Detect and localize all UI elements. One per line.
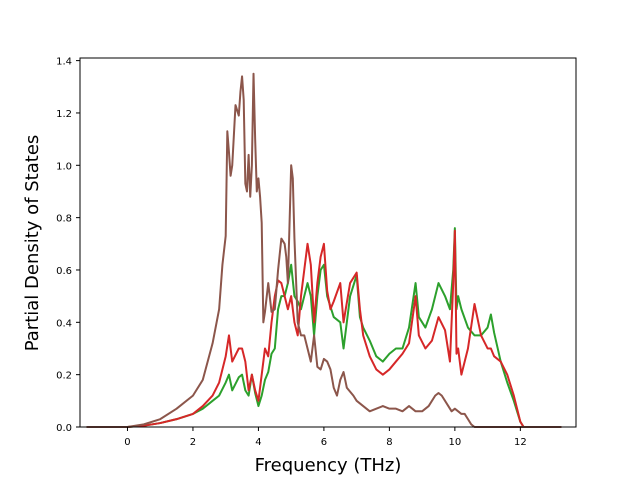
y-tick-label: 0.2	[56, 371, 72, 382]
x-tick-label: 10	[448, 437, 461, 448]
x-tick-label: 0	[124, 437, 130, 448]
x-axis-label: Frequency (THz)	[255, 455, 402, 476]
y-tick-label: 0.8	[56, 214, 72, 225]
y-tick-label: 1.0	[56, 161, 72, 172]
x-tick-label: 6	[321, 437, 327, 448]
series-layer	[86, 72, 562, 428]
x-tick-label: 12	[514, 437, 527, 448]
y-ticks: 0.0 0.2 0.4 0.6 0.8 1.0 1.2 1.4	[56, 57, 80, 434]
series-line-3	[86, 72, 562, 428]
plot-frame	[79, 57, 577, 428]
x-tick-label: 8	[386, 437, 392, 448]
y-axis-label: Partial Density of States	[22, 135, 43, 352]
x-tick-label: 2	[190, 437, 196, 448]
x-tick-label: 4	[255, 437, 261, 448]
y-tick-label: 0.4	[56, 318, 72, 329]
y-tick-label: 1.4	[56, 57, 72, 68]
x-ticks: 0 2 4 6 8 10 12	[124, 427, 527, 448]
series-line-2	[86, 229, 562, 428]
y-tick-label: 0.0	[56, 423, 72, 434]
y-tick-label: 1.2	[56, 109, 72, 120]
y-tick-label: 0.6	[56, 266, 72, 277]
